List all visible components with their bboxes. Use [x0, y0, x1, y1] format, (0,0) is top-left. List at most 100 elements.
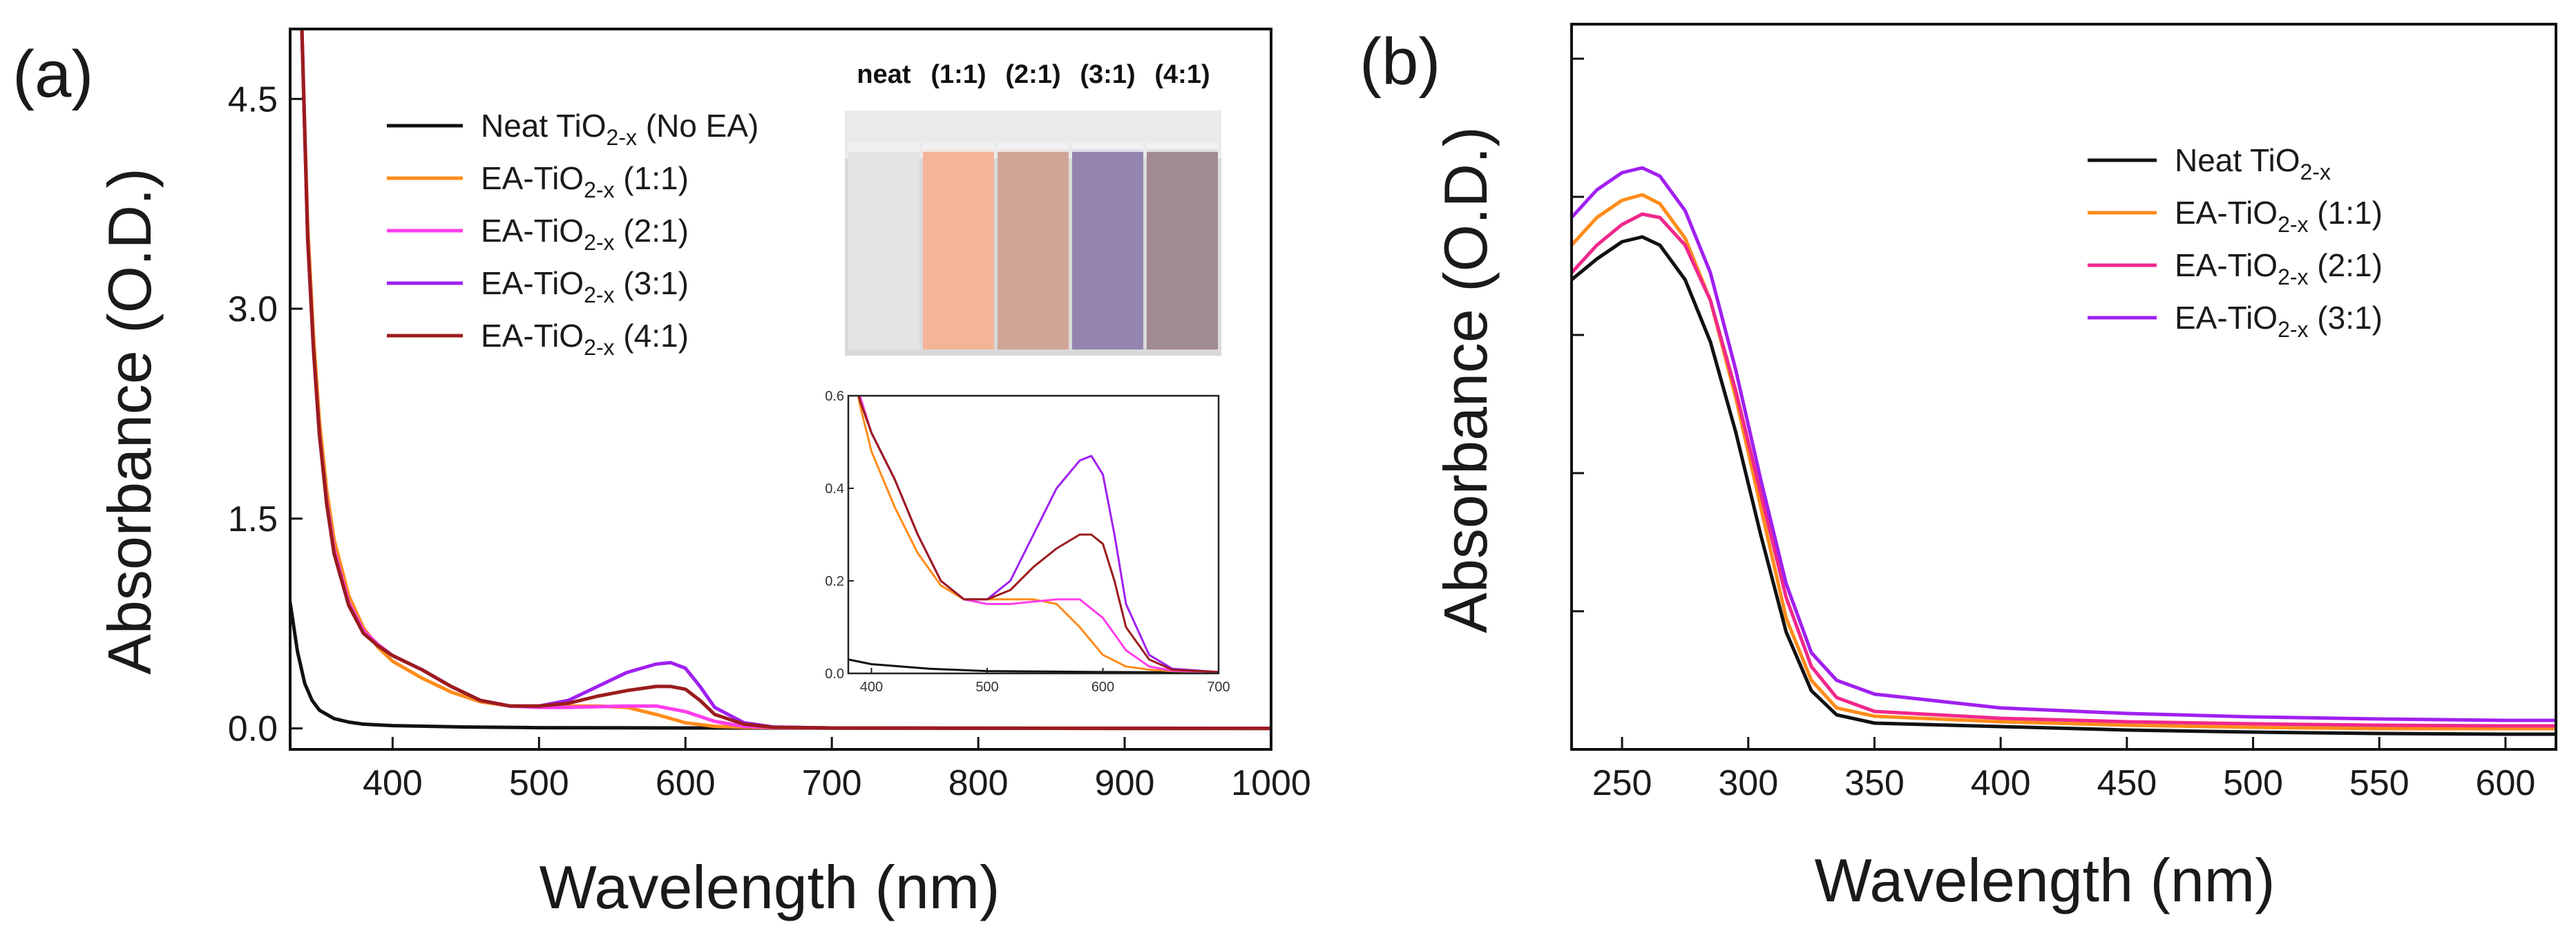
cuvette-label-3: (3:1) — [1080, 60, 1135, 89]
panel-b-x-tick-label-2: 350 — [1844, 763, 1905, 803]
panel-b-x-axis-title: Wavelength (nm) — [1815, 846, 2276, 914]
panel-b-legend-label-0: Neat TiO2-x — [2175, 142, 2331, 184]
zoom-inset: 400 500 600 700 0.0 0.2 0.4 0.6 — [825, 389, 1230, 695]
panel-b-legend-label-tail-1: (1:1) — [2309, 195, 2383, 231]
panel-a-legend-label-main-3: EA-TiO — [481, 265, 584, 301]
panel-b-x-tick-label-1: 300 — [1718, 763, 1778, 803]
panel-a-legend-label-sub-3: 2-x — [584, 282, 614, 307]
cuvette-meniscus-3 — [1072, 142, 1143, 152]
panel-a-y-axis-title: Absorbance (O.D.) — [95, 168, 164, 675]
panel-a-series-line-4 — [300, 29, 1271, 731]
panel-a-x-tick-label-0: 400 — [363, 763, 423, 803]
panel-a-legend-label-tail-3: (3:1) — [615, 265, 689, 301]
panel-a-y-tick-label-1: 1.5 — [228, 499, 278, 539]
panel-b-plot-area — [1572, 166, 2556, 736]
inset-x-tick-label-2: 600 — [1091, 680, 1114, 695]
panel-b-legend-label-main-3: EA-TiO — [2175, 300, 2278, 336]
panel-a-legend-label-tail-0: (No EA) — [637, 108, 759, 144]
cuvette-label-1: (1:1) — [931, 60, 986, 89]
panel-b-y-axis-title: Absorbance (O.D.) — [1431, 126, 1500, 633]
panel-b-legend-label-main-0: Neat TiO — [2175, 142, 2300, 178]
panel-a-plot-area — [290, 29, 1271, 731]
panel-b-x-tick-label-3: 400 — [1971, 763, 2031, 803]
panel-a-legend-label-sub-0: 2-x — [607, 125, 637, 150]
cuvette-meniscus-0 — [848, 142, 919, 152]
panel-a-legend-label-tail-4: (4:1) — [615, 318, 689, 354]
panel-b-series-line-3 — [1572, 166, 2556, 722]
panel-a-x-tick-label-4: 800 — [948, 763, 1009, 803]
panel-b-letter: (b) — [1359, 25, 1440, 99]
panel-b-legend-label-3: EA-TiO2-x (3:1) — [2175, 300, 2383, 342]
panel-a-legend-label-main-2: EA-TiO — [481, 213, 584, 249]
panel-a-frame — [289, 28, 1272, 751]
panel-b-legend-label-1: EA-TiO2-x (1:1) — [2175, 195, 2383, 237]
cuvette-4 — [1147, 149, 1218, 349]
panel-b-series-line-0 — [1572, 235, 2556, 736]
cuvette-meniscus-2 — [998, 142, 1069, 152]
inset-x-tick-label-0: 400 — [860, 680, 883, 695]
panel-b-legend-label-tail-3: (3:1) — [2309, 300, 2383, 336]
panel-b-legend: Neat TiO2-xEA-TiO2-x (1:1)EA-TiO2-x (2:1… — [2088, 142, 2383, 342]
panel-a-y-ticks: 0.0 1.5 3.0 4.5 — [228, 79, 303, 749]
panel-b-legend-label-main-2: EA-TiO — [2175, 247, 2278, 283]
panel-a-legend-label-1: EA-TiO2-x (1:1) — [481, 160, 689, 202]
panel-a-x-tick-label-1: 500 — [509, 763, 569, 803]
panel-b-x-tick-label-5: 500 — [2223, 763, 2283, 803]
cuvette-photo: neat (1:1) (2:1) (3:1) (4:1) — [845, 60, 1221, 356]
panel-a-legend-label-sub-1: 2-x — [584, 178, 614, 202]
cuvette-label-4: (4:1) — [1154, 60, 1210, 89]
panel-a: (a) Absorbance (O.D.) Wavelength (nm) 40… — [12, 28, 1311, 921]
panel-a-y-tick-label-3: 4.5 — [228, 79, 278, 119]
panel-b-x-tick-label-7: 600 — [2476, 763, 2536, 803]
cuvette-meniscus-1 — [923, 142, 994, 152]
cuvette-3 — [1072, 149, 1143, 349]
panel-a-legend-label-3: EA-TiO2-x (3:1) — [481, 265, 689, 307]
panel-a-legend-label-0: Neat TiO2-x (No EA) — [481, 108, 759, 150]
panel-b-x-tick-label-6: 550 — [2349, 763, 2410, 803]
inset-series-line-0 — [848, 658, 1219, 673]
panel-a-x-tick-label-6: 1000 — [1231, 763, 1311, 803]
panel-a-x-ticks: 400 500 600 700 800 900 1000 — [363, 737, 1311, 803]
panel-a-x-axis-title: Wavelength (nm) — [540, 853, 1000, 921]
panel-b-legend-label-sub-1: 2-x — [2278, 212, 2308, 237]
panel-b-legend-label-2: EA-TiO2-x (2:1) — [2175, 247, 2383, 289]
inset-frame — [847, 394, 1220, 675]
panel-a-legend-label-main-0: Neat TiO — [481, 108, 607, 144]
inset-y-tick-label-2: 0.4 — [825, 481, 844, 497]
panel-a-legend: Neat TiO2-x (No EA)EA-TiO2-x (1:1)EA-TiO… — [387, 108, 759, 360]
panel-a-x-tick-label-3: 700 — [802, 763, 862, 803]
panel-b-legend-label-main-1: EA-TiO — [2175, 195, 2278, 231]
cuvette-label-0: neat — [857, 60, 910, 89]
cuvette-0 — [848, 149, 919, 349]
panel-a-legend-label-sub-2: 2-x — [584, 230, 614, 255]
panel-a-x-tick-label-2: 600 — [656, 763, 716, 803]
panel-b-legend-label-sub-0: 2-x — [2300, 160, 2331, 184]
panel-a-x-tick-label-5: 900 — [1095, 763, 1155, 803]
panel-a-legend-label-tail-1: (1:1) — [615, 160, 689, 196]
panel-b: (b) Absorbance (O.D.) Wavelength (nm) 25… — [1359, 23, 2557, 914]
inset-series-line-4 — [857, 396, 1219, 673]
inset-x-tick-label-1: 500 — [975, 680, 998, 695]
panel-a-y-tick-label-2: 3.0 — [228, 289, 278, 329]
panel-b-legend-label-sub-3: 2-x — [2278, 317, 2308, 342]
cuvette-2 — [998, 149, 1069, 349]
panel-b-x-tick-label-0: 250 — [1592, 763, 1652, 803]
inset-y-tick-label-3: 0.6 — [825, 389, 844, 404]
panel-b-series-line-2 — [1572, 212, 2556, 728]
panel-b-legend-label-tail-2: (2:1) — [2309, 247, 2383, 283]
cuvette-label-2: (2:1) — [1005, 60, 1060, 89]
panel-b-x-tick-label-4: 450 — [2097, 763, 2157, 803]
panel-a-legend-label-main-1: EA-TiO — [481, 160, 584, 196]
panel-b-x-ticks: 250 300 350 400 450 500 550 600 — [1592, 737, 2536, 803]
panel-b-legend-label-sub-2: 2-x — [2278, 265, 2308, 289]
panel-a-legend-label-main-4: EA-TiO — [481, 318, 584, 354]
inset-x-tick-label-3: 700 — [1207, 680, 1230, 695]
panel-a-letter: (a) — [12, 37, 93, 111]
panel-a-legend-label-2: EA-TiO2-x (2:1) — [481, 213, 689, 255]
panel-b-frame — [1570, 23, 2557, 751]
panel-b-y-ticks — [1572, 57, 1584, 613]
panel-b-series-line-1 — [1572, 193, 2556, 731]
panel-a-y-tick-label-0: 0.0 — [228, 709, 278, 749]
panel-a-legend-label-tail-2: (2:1) — [615, 213, 689, 249]
